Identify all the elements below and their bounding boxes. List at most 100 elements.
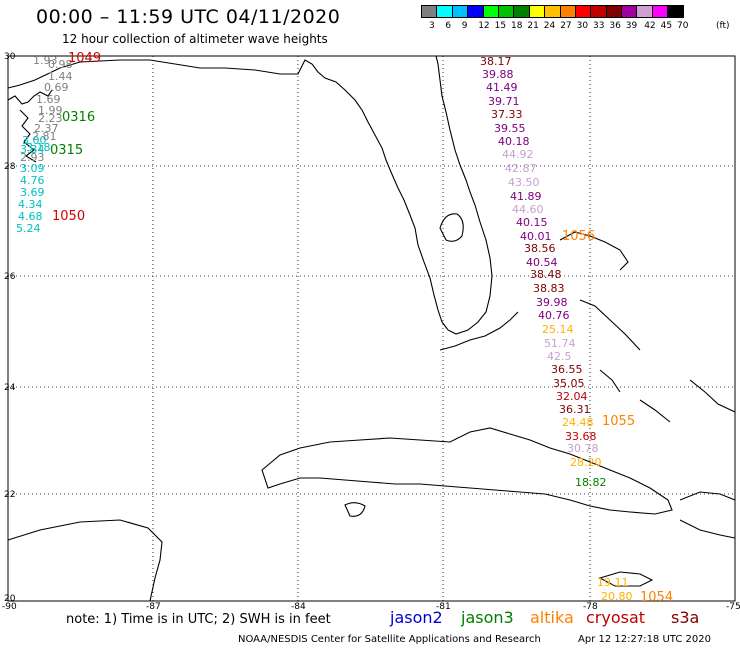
wave-height-value: 18.82 — [575, 476, 607, 489]
legend-label: 45 — [660, 21, 673, 31]
legend-label: 36 — [609, 21, 621, 31]
wave-height-value: 4.76 — [20, 174, 45, 187]
longitude-label: -84 — [291, 602, 306, 612]
isle-of-youth — [344, 502, 366, 517]
wave-height-value: 41.89 — [510, 190, 542, 203]
longitude-label: -87 — [146, 602, 161, 612]
legend-label: 33 — [593, 21, 605, 31]
wave-height-value: 40.76 — [538, 309, 570, 322]
latitude-label: 26 — [4, 272, 16, 282]
legend-label: 24 — [543, 21, 556, 31]
jamaica-coastline — [598, 571, 654, 587]
wave-height-value: 2.81 — [32, 130, 57, 143]
wave-height-value: 42.5 — [547, 350, 572, 363]
latitude-label: 24 — [4, 383, 16, 393]
wave-height-value: 35.05 — [553, 377, 585, 390]
wave-height-value: 5.24 — [16, 222, 41, 235]
wave-height-value: 2.37 — [34, 122, 59, 135]
legend-label: 6 — [445, 21, 452, 31]
wave-height-value: 1.93 — [33, 54, 58, 67]
florida-coastline — [7, 55, 493, 335]
satellite-cryosat-label: cryosat — [586, 608, 646, 627]
latitude-label: 22 — [4, 490, 16, 500]
wave-height-value: 25.14 — [542, 323, 574, 336]
gulf-coast-west — [7, 89, 53, 105]
wave-height-value: 39.88 — [482, 68, 514, 81]
wave-height-value: 0.69 — [44, 81, 69, 94]
wave-height-value: 37.33 — [491, 108, 523, 121]
wave-height-value: 38.48 — [530, 268, 562, 281]
longitude-label: -90 — [2, 602, 17, 612]
grid-lines — [8, 56, 735, 601]
color-legend — [421, 5, 684, 18]
wave-height-value: 1.44 — [48, 70, 73, 83]
legend-label: 27 — [560, 21, 572, 31]
wave-height-value: 4.34 — [18, 198, 43, 211]
wave-height-value: 20.80 — [601, 590, 633, 603]
wave-height-value: 2.23 — [38, 112, 63, 125]
wave-height-value: 44.60 — [512, 203, 544, 216]
wave-height-value: 3.00 — [22, 134, 47, 147]
map-frame — [7, 55, 736, 602]
wave-height-value: 38.17 — [480, 55, 512, 68]
yucatan-coastline — [7, 519, 163, 602]
longitude-label: -78 — [583, 602, 598, 612]
wave-height-value: 36.55 — [551, 363, 583, 376]
wave-height-value: 38.83 — [533, 282, 565, 295]
hispaniola-coastline — [679, 491, 736, 539]
wave-height-value: 40.18 — [498, 135, 530, 148]
legend-label: 3 — [429, 21, 435, 31]
wave-height-value: 41.49 — [486, 81, 518, 94]
satellite-s3a-label: s3a — [671, 608, 700, 627]
wave-height-value: 28.20 — [570, 456, 602, 469]
wave-height-value: 30.78 — [567, 442, 599, 455]
wave-height-value: 40.54 — [526, 256, 558, 269]
legend-label: 42 — [644, 21, 656, 31]
satellite-altika-label: altika — [530, 608, 574, 627]
wave-height-value: 19.11 — [597, 576, 629, 589]
legend-label: 39 — [625, 21, 638, 31]
longitude-label: -81 — [436, 602, 451, 612]
pass-time-label: 0316 — [62, 110, 96, 125]
wave-height-value: 3.18 — [26, 141, 51, 154]
pass-time-label: 1055 — [602, 414, 636, 429]
wave-height-value: 43.50 — [508, 176, 540, 189]
legend-swatch — [667, 5, 684, 18]
pass-time-label: 1050 — [52, 209, 86, 224]
wave-height-value: 36.31 — [559, 403, 591, 416]
wave-height-value: 24.48 — [562, 416, 594, 429]
timestamp-text: Apr 12 12:27:18 UTC 2020 — [578, 634, 711, 645]
legend-label: 70 — [677, 21, 689, 31]
wave-height-value: 40.15 — [516, 216, 548, 229]
wave-height-value: 3.09 — [20, 162, 45, 175]
legend-label: 15 — [494, 21, 507, 31]
mississippi-delta — [19, 109, 37, 163]
pass-time-label: 1049 — [68, 51, 102, 66]
wave-height-value: 3.34 — [20, 143, 45, 156]
wave-height-value: 40.01 — [520, 230, 552, 243]
coastlines — [7, 55, 736, 602]
wave-height-value: 4.68 — [18, 210, 43, 223]
wave-height-value: 44.92 — [502, 148, 534, 161]
wave-height-value: 32.04 — [556, 390, 588, 403]
wave-height-value: 38.56 — [524, 242, 556, 255]
longitude-label: -75 — [726, 602, 740, 612]
pass-time-label: 1056 — [562, 229, 596, 244]
wave-height-value: 1.99 — [38, 104, 63, 117]
cuba-coastline — [261, 427, 673, 515]
page-subtitle: 12 hour collection of altimeter wave hei… — [62, 32, 328, 46]
latitude-label: 30 — [4, 52, 16, 62]
legend-unit: (ft) — [716, 21, 730, 31]
pass-time-label: 0315 — [50, 143, 84, 158]
legend-label: 30 — [576, 21, 589, 31]
legend-label: 9 — [461, 21, 468, 31]
wave-height-value: 0.98 — [48, 58, 73, 71]
bahamas-islands — [559, 231, 736, 423]
wave-height-value: 3.69 — [20, 186, 45, 199]
florida-keys — [439, 311, 519, 351]
wave-height-value: 1.69 — [36, 93, 61, 106]
wave-height-value: 2.93 — [20, 151, 45, 164]
page-title: 00:00 – 11:59 UTC 04/11/2020 — [36, 6, 341, 28]
wave-height-value: 39.98 — [536, 296, 568, 309]
